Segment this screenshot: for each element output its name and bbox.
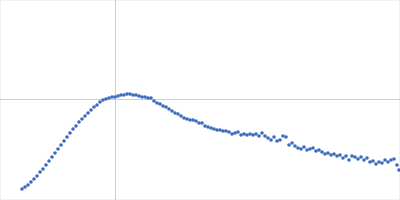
point [257, 134, 261, 138]
point [293, 144, 297, 148]
point [200, 121, 204, 125]
point [344, 154, 348, 158]
point [83, 114, 87, 118]
point [272, 135, 276, 139]
point [362, 158, 366, 162]
point [320, 150, 324, 154]
point [32, 177, 36, 181]
point [167, 107, 171, 111]
point [311, 146, 315, 150]
point [62, 139, 66, 143]
y-grid-line [0, 99, 400, 100]
point [26, 183, 30, 187]
point [71, 127, 75, 131]
point [287, 143, 291, 147]
point [383, 158, 387, 162]
point [158, 102, 162, 106]
point [269, 138, 273, 142]
point [341, 156, 345, 160]
point [23, 185, 27, 189]
point [278, 138, 282, 142]
point [284, 135, 288, 139]
point [164, 105, 168, 109]
point [397, 168, 400, 172]
point [353, 155, 357, 159]
plot-frame [1, 1, 400, 200]
point [47, 159, 51, 163]
point [149, 96, 153, 100]
point [176, 112, 180, 116]
point [74, 124, 78, 128]
point [20, 187, 24, 191]
point [95, 103, 99, 107]
point [260, 131, 264, 135]
point [263, 134, 267, 138]
point [29, 180, 33, 184]
point [386, 160, 390, 164]
point [179, 114, 183, 118]
point [170, 109, 174, 113]
point [380, 161, 384, 165]
point [77, 120, 81, 124]
point [92, 105, 96, 109]
chart [0, 0, 400, 200]
point [44, 163, 48, 167]
point [65, 135, 69, 139]
point [392, 157, 396, 161]
point [80, 117, 84, 121]
point [302, 145, 306, 149]
point [359, 155, 363, 159]
point [41, 167, 45, 171]
point [290, 141, 294, 145]
point [317, 148, 321, 152]
point [227, 130, 231, 134]
point [332, 152, 336, 156]
point [299, 147, 303, 151]
point [395, 163, 399, 167]
point [56, 147, 60, 151]
point [365, 156, 369, 160]
point [98, 100, 102, 104]
point [38, 170, 42, 174]
point [152, 99, 156, 103]
point [254, 132, 258, 136]
point [89, 108, 93, 112]
point [50, 155, 54, 159]
point [53, 151, 57, 155]
point [338, 153, 342, 157]
point [59, 143, 63, 147]
point [35, 174, 39, 178]
point [266, 136, 270, 140]
point [326, 151, 330, 155]
point [68, 131, 72, 135]
point [374, 162, 378, 166]
point [371, 159, 375, 163]
point [347, 158, 351, 162]
point [356, 157, 360, 161]
point [236, 130, 240, 134]
point [86, 111, 90, 115]
points [20, 92, 400, 191]
point [194, 119, 198, 123]
